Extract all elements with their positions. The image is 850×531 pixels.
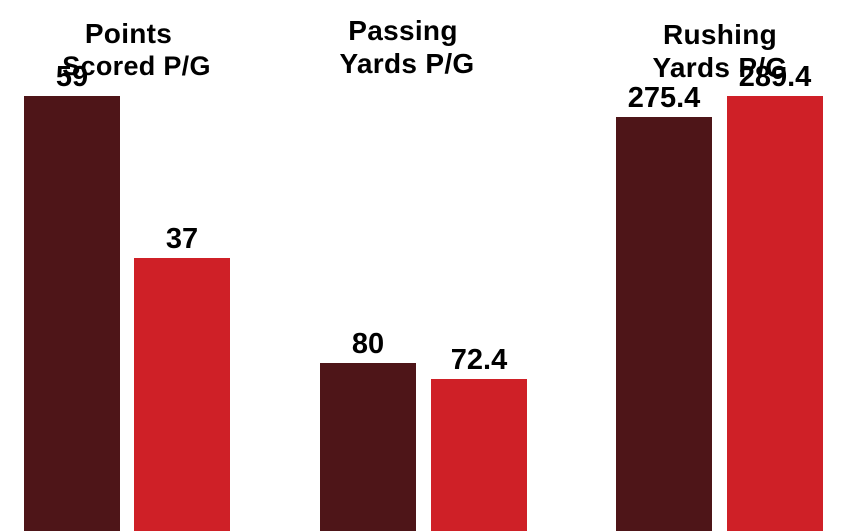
points-panel-title: Points Scored P/G <box>0 17 260 83</box>
points-panel: Points Scored P/G 59 37 <box>0 0 260 531</box>
passing-panel-title: Passing Yards P/G <box>308 14 538 80</box>
passing-bar-series-a <box>320 363 416 531</box>
points-title-line-1: Points <box>84 18 173 49</box>
rushing-title-line-2: Yards P/G <box>652 52 788 83</box>
points-bar-series-b-label: 37 <box>165 223 199 255</box>
points-bar-series-a <box>24 96 120 531</box>
rushing-panel-title: Rushing Yards P/G <box>606 18 836 84</box>
passing-bar-series-a-label: 80 <box>351 328 385 360</box>
rushing-bar-series-b-label: 289.4 <box>738 61 812 93</box>
rushing-bar-series-b <box>727 96 823 531</box>
passing-title-line-2: Yards P/G <box>339 48 475 79</box>
points-title-line-2: Scored P/G <box>62 51 211 81</box>
rushing-title-line-1: Rushing <box>662 19 778 50</box>
passing-bar-series-b-label: 72.4 <box>450 344 508 376</box>
rushing-bar-series-a <box>616 117 712 531</box>
passing-bar-series-b <box>431 379 527 531</box>
rushing-bar-series-a-label: 275.4 <box>627 82 701 114</box>
passing-title-line-1: Passing <box>348 15 458 46</box>
points-bar-series-b <box>134 258 230 531</box>
points-bar-series-a-label: 59 <box>55 61 89 93</box>
